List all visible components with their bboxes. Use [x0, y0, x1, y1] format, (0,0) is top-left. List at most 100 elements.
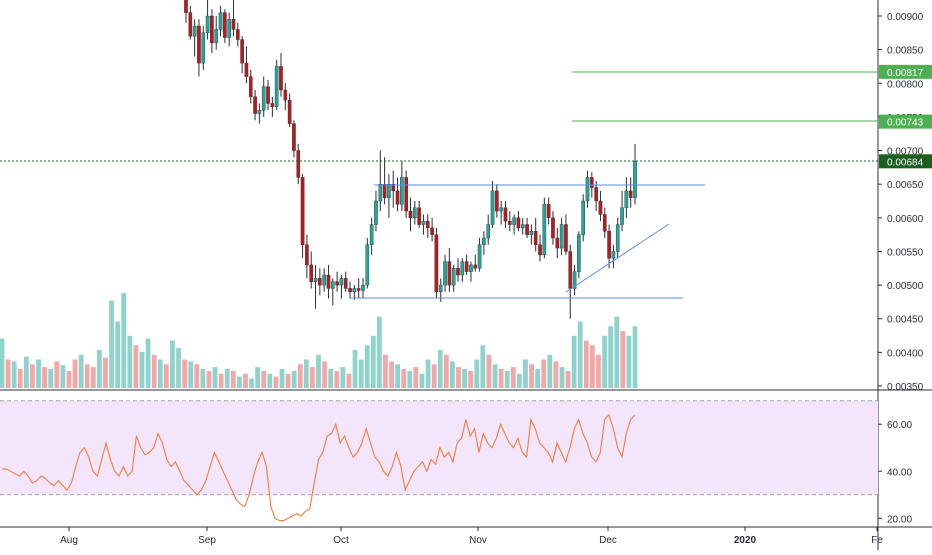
candle-body: [628, 190, 633, 198]
volume-bar: [383, 354, 388, 388]
candle-body: [201, 32, 206, 64]
candle-body: [482, 237, 486, 245]
candle: [443, 254, 447, 292]
volume-bar: [316, 354, 321, 388]
candle: [503, 201, 508, 228]
candle: [482, 231, 486, 255]
volume-bar: [0, 338, 5, 388]
volume-bar: [523, 359, 528, 388]
candle-body: [546, 204, 551, 219]
volume-bar: [589, 345, 595, 388]
volume-bar: [529, 364, 534, 388]
candle-body: [231, 19, 236, 30]
price-labels: 0.00817 0.00743 0.00684: [879, 64, 932, 169]
candle: [533, 217, 538, 252]
candle: [607, 224, 611, 269]
volume-bar: [127, 335, 133, 388]
volume-bar: [370, 335, 376, 388]
candle: [555, 227, 560, 259]
volume-bar: [328, 369, 334, 388]
candle-body: [434, 234, 439, 293]
candle: [495, 184, 499, 218]
candle-body: [369, 224, 374, 245]
volume-bar: [340, 367, 346, 388]
volume-bar: [577, 321, 583, 388]
candle: [585, 170, 590, 208]
volume-bar: [17, 369, 23, 388]
candle-body: [309, 264, 314, 282]
volume-bar: [632, 326, 638, 388]
candle: [469, 261, 473, 282]
candle: [538, 234, 542, 262]
candle: [352, 285, 357, 300]
candle: [408, 197, 413, 232]
candle-body: [486, 224, 491, 239]
candle-body: [356, 288, 361, 291]
candle-body: [417, 207, 421, 225]
rising-trendline[interactable]: [565, 223, 670, 293]
candle: [460, 258, 465, 282]
candle-body: [296, 150, 301, 178]
candle: [611, 244, 616, 269]
candle: [369, 217, 374, 255]
volume-bar: [516, 373, 522, 388]
rsi-series-line: [2, 413, 636, 522]
rsi-tick-label: 20.00: [887, 514, 912, 525]
volume-bar: [188, 361, 194, 388]
candle: [499, 201, 503, 225]
candle-body: [590, 177, 594, 188]
candle: [581, 194, 585, 242]
price-label-box: [879, 154, 932, 169]
volume-bar: [194, 364, 200, 388]
candle: [516, 211, 521, 232]
candle-body: [551, 217, 555, 239]
candle: [343, 271, 348, 292]
candle: [490, 180, 495, 228]
candle: [602, 207, 607, 238]
volume-bar: [395, 364, 401, 388]
price-label-target: 0.00743: [879, 114, 932, 129]
price-tick-label: 0.00400: [887, 348, 924, 359]
volume-bar: [462, 369, 467, 388]
candle: [564, 214, 568, 255]
candle: [330, 278, 335, 306]
candle-body: [287, 99, 292, 124]
price-tick-label: 0.00600: [887, 214, 924, 225]
volume-bars: [0, 293, 638, 388]
candle: [274, 59, 279, 111]
price-label-target: 0.00817: [879, 64, 932, 79]
volume-bar: [565, 370, 571, 388]
candle: [425, 214, 430, 238]
candle-body: [633, 161, 637, 198]
time-tick-label: Dec: [599, 535, 617, 546]
candle: [192, 19, 197, 57]
volume-bar: [303, 359, 309, 388]
time-tick-label: Aug: [60, 535, 78, 546]
candle-body: [192, 25, 197, 37]
volume-bar: [389, 361, 394, 388]
candle: [356, 278, 361, 299]
volume-bar: [456, 367, 461, 388]
volume-bar: [36, 359, 41, 388]
candle-body: [223, 12, 227, 38]
volume-bar: [121, 293, 127, 388]
candle-body: [391, 183, 396, 192]
candle: [244, 46, 249, 84]
candle-body: [274, 66, 279, 108]
rsi-line: [2, 413, 636, 522]
candle-body: [568, 251, 573, 289]
candle-body: [477, 244, 482, 269]
candle: [326, 264, 331, 299]
candle-body: [184, 0, 188, 13]
volume-bar: [614, 316, 620, 388]
candle-body: [348, 288, 352, 293]
volume-bar: [224, 369, 230, 388]
volume-bar: [498, 369, 504, 388]
rsi-band: [0, 400, 878, 495]
candle: [542, 197, 547, 259]
volume-bar: [285, 373, 291, 388]
candle-body: [335, 281, 339, 286]
volume-bar: [60, 365, 66, 388]
